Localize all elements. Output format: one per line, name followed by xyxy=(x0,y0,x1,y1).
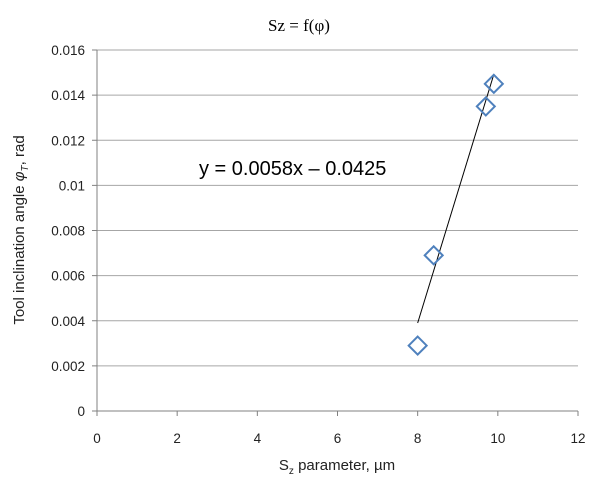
y-tick-label: 0.012 xyxy=(51,133,85,148)
y-tick-label: 0.016 xyxy=(51,43,85,58)
x-tick-label: 8 xyxy=(414,431,422,446)
y-tick-label: 0.014 xyxy=(51,88,85,103)
data-point-3 xyxy=(475,95,497,117)
x-axis-label-main: S xyxy=(279,457,289,474)
y-tick-label: 0.008 xyxy=(51,224,85,239)
y-tick-labels: 0 0.002 0.004 0.006 0.008 0.01 0.012 0.014 0.016 xyxy=(51,43,85,419)
y-axis-label-main: Tool inclination angle xyxy=(11,181,28,324)
x-axis-label: Sz parameter, µm xyxy=(279,457,395,477)
trendline xyxy=(417,74,495,324)
x-tick-label: 2 xyxy=(173,431,181,446)
x-axis-label-sub: z xyxy=(289,466,294,477)
x-tick-label: 4 xyxy=(254,431,262,446)
y-axis-label-sub: T xyxy=(20,164,31,171)
trendline-group xyxy=(417,74,495,324)
x-tick-labels: 0 2 4 6 8 10 12 xyxy=(93,431,585,446)
x-tick-label: 6 xyxy=(334,431,342,446)
x-tick-label: 12 xyxy=(570,431,585,446)
x-tick-label: 0 xyxy=(93,431,101,446)
y-tick-label: 0.004 xyxy=(51,314,85,329)
data-point-1 xyxy=(407,335,429,356)
trendline-equation: y = 0.0058x – 0.0425 xyxy=(199,158,386,180)
data-points xyxy=(407,73,505,356)
grid-lines xyxy=(97,49,578,367)
y-axis-label-symbol: φ xyxy=(11,171,28,181)
axes xyxy=(92,49,579,416)
x-tick-label: 10 xyxy=(490,431,505,446)
y-tick-label: 0.002 xyxy=(51,359,85,374)
y-tick-label: 0.006 xyxy=(51,269,85,284)
y-axis-label: Tool inclination angle φT, rad xyxy=(11,135,31,324)
data-point-4 xyxy=(483,73,505,95)
y-tick-label: 0 xyxy=(77,404,85,419)
data-point-2 xyxy=(423,244,445,266)
x-axis-label-rest: parameter, µm xyxy=(294,457,395,474)
y-tick-label: 0.01 xyxy=(59,178,85,193)
y-axis-label-rest: , rad xyxy=(11,135,28,165)
chart-title: Sz = f(φ) xyxy=(268,16,330,35)
